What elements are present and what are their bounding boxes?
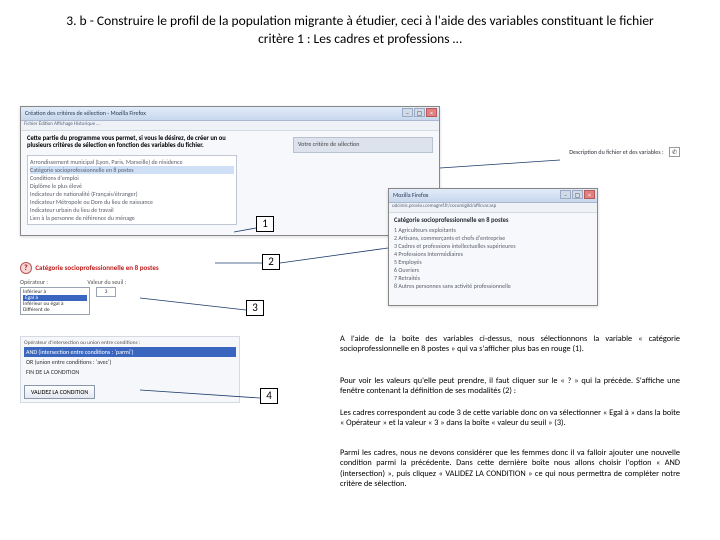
paragraph-1: A l'aide de la boîte des variables ci-de… (340, 334, 680, 355)
diagram-canvas: Création des critères de sélection - Moz… (20, 88, 700, 528)
page-heading: 3. b - Construire le profil de la popula… (0, 0, 720, 56)
heading-line-1: 3. b - Construire le profil de la popula… (24, 12, 696, 30)
paragraph-4: Parmi les cadres, nous ne devons considé… (340, 448, 680, 489)
paragraph-3: Les cadres correspondent au code 3 de ce… (340, 408, 680, 429)
heading-line-2: critère 1 : Les cadres et professions … (24, 30, 696, 48)
paragraph-2: Pour voir les valeurs qu'elle peut prend… (340, 376, 680, 397)
